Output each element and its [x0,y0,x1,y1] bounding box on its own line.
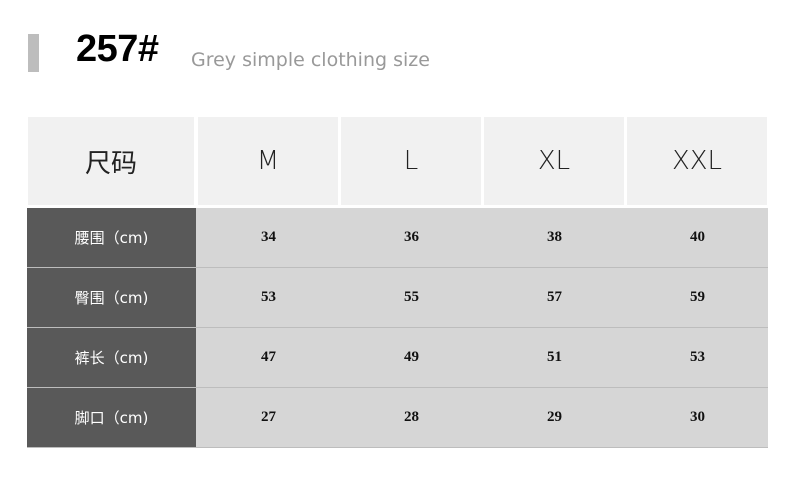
measurement-label: 脚口（cm) [27,388,196,447]
table-cell: 57 [547,289,562,305]
table-cell: 34 [261,229,276,245]
size-header: XL [484,117,624,205]
size-header: M [198,117,338,205]
table-cell: 47 [261,349,276,365]
page-subtitle: Grey simple clothing size [191,49,430,71]
table-cell: 51 [547,349,562,365]
measurement-label: 臀围（cm) [27,268,196,327]
product-code: 257# [76,28,159,70]
table-row: 裤长（cm) 47 49 51 53 [27,328,768,388]
table-cell: 38 [547,229,562,245]
table-row: 臀围（cm) 53 55 57 59 [27,268,768,328]
table-cell: 55 [404,289,419,305]
table-cell: 27 [261,409,276,425]
table-row: 脚口（cm) 27 28 29 30 [27,388,768,448]
size-header: XXL [627,117,767,205]
table-cell: 30 [690,409,705,425]
table-cell: 29 [547,409,562,425]
table-cell: 40 [690,229,705,245]
table-cell: 36 [404,229,419,245]
table-cell: 28 [404,409,419,425]
table-cell: 53 [690,349,705,365]
table-cell: 59 [690,289,705,305]
accent-bar [28,34,39,72]
measurement-label: 腰围（cm) [27,208,196,267]
table-cell: 53 [261,289,276,305]
size-label-header: 尺码 [28,117,194,205]
measurement-label: 裤长（cm) [27,328,196,387]
size-header: L [341,117,481,205]
table-row: 腰围（cm) 34 36 38 40 [27,208,768,268]
table-cell: 49 [404,349,419,365]
